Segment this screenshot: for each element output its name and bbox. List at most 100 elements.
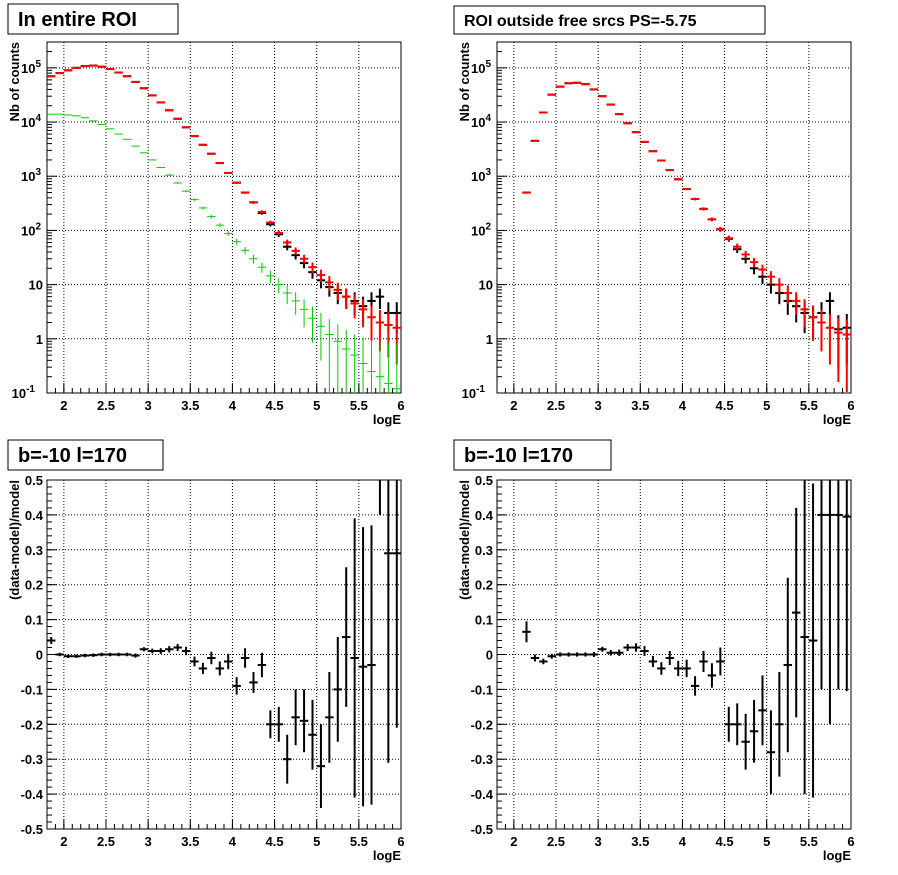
x-tick-label: 6 bbox=[397, 834, 404, 849]
y-tick-label: 0.4 bbox=[25, 508, 44, 523]
residual-point bbox=[249, 671, 258, 693]
series-component-point bbox=[392, 343, 401, 393]
series-model-point bbox=[842, 319, 851, 392]
series-model-point bbox=[783, 285, 792, 305]
series-model-point bbox=[522, 191, 531, 194]
residual-point bbox=[350, 518, 359, 798]
series-data-point bbox=[825, 292, 835, 315]
title-text: b=-10 l=170 bbox=[464, 445, 573, 467]
x-tick-label: 6 bbox=[847, 398, 854, 413]
series-model-point bbox=[249, 201, 258, 204]
residual-point bbox=[682, 659, 691, 678]
x-tick-label: 5.5 bbox=[350, 834, 368, 849]
series-model-point bbox=[808, 305, 818, 341]
y-tick-label: -0.3 bbox=[21, 752, 43, 767]
x-tick-label: 2.5 bbox=[97, 398, 115, 413]
series-component-point bbox=[358, 337, 368, 393]
y-tick-label: -0.1 bbox=[471, 682, 493, 697]
panel-title: In entire ROI bbox=[7, 3, 179, 35]
series-model-point bbox=[367, 305, 376, 341]
residual-point bbox=[80, 653, 90, 658]
panel-title: ROI outside free srcs PS=-5.75 bbox=[453, 5, 766, 35]
series-component-point bbox=[274, 278, 283, 294]
series-component-point bbox=[122, 138, 132, 140]
series-component-point bbox=[350, 334, 359, 393]
title-text: ROI outside free srcs PS=-5.75 bbox=[464, 13, 697, 30]
y-tick-label: -0.2 bbox=[21, 717, 43, 732]
y-tick-label: 103 bbox=[21, 167, 41, 184]
y-tick-label: -0.1 bbox=[21, 682, 43, 697]
y-tick-label: 0.3 bbox=[25, 543, 43, 558]
x-tick-label: 4 bbox=[679, 398, 687, 413]
residual-point bbox=[291, 689, 300, 746]
residual-point bbox=[589, 652, 599, 657]
series-component-point bbox=[384, 342, 393, 393]
residual-point bbox=[623, 644, 632, 652]
series-component-point bbox=[114, 133, 123, 135]
series-data-point bbox=[375, 288, 385, 309]
panel-title: b=-10 l=170 bbox=[453, 439, 612, 471]
series-model-point bbox=[665, 169, 674, 172]
series-model-point bbox=[266, 220, 275, 225]
y-tick-label: 102 bbox=[21, 221, 41, 238]
series-model-point bbox=[674, 178, 683, 181]
series-model-point bbox=[766, 271, 776, 285]
series-model-point bbox=[682, 188, 691, 191]
x-tick-label: 4.5 bbox=[266, 398, 284, 413]
residual-point bbox=[817, 480, 826, 690]
x-tick-label: 4 bbox=[229, 834, 237, 849]
residual-point bbox=[716, 647, 725, 676]
x-tick-label: 2.5 bbox=[547, 834, 565, 849]
series-component-point bbox=[173, 182, 182, 184]
series-component-point bbox=[283, 285, 292, 305]
series-model-point bbox=[224, 171, 233, 174]
residual-point bbox=[792, 507, 801, 718]
series-model-point bbox=[240, 191, 250, 194]
series-component-point bbox=[165, 174, 174, 176]
residual-point bbox=[808, 483, 818, 798]
x-tick-label: 5 bbox=[313, 398, 320, 413]
x-tick-label: 4.5 bbox=[716, 834, 734, 849]
residual-point bbox=[766, 710, 776, 795]
series-model-point bbox=[640, 140, 649, 143]
residual-point bbox=[842, 480, 851, 692]
title-box bbox=[453, 5, 766, 35]
x-axis-title: logE bbox=[373, 412, 401, 427]
series-model-point bbox=[800, 299, 809, 328]
chart-panel-bottom-right: 2 2.5 3 3.5 4 4.5 5 5.5 6 -0.5 -0.4 -0.3 -0.2 -0.1 0 0.… bbox=[453, 439, 855, 863]
series-component-point bbox=[224, 231, 233, 237]
series-model-point bbox=[530, 139, 540, 142]
series-model-point bbox=[283, 239, 292, 246]
x-tick-label: 3 bbox=[595, 834, 602, 849]
y-tick-label: 0.2 bbox=[475, 578, 493, 593]
residual-point bbox=[572, 652, 582, 657]
x-tick-label: 4 bbox=[679, 834, 687, 849]
residual-point bbox=[640, 646, 649, 656]
y-tick-label: 10 bbox=[479, 278, 493, 293]
series-model-point bbox=[325, 276, 334, 291]
y-tick-label: 0.1 bbox=[475, 613, 493, 628]
y-tick-label: 0.4 bbox=[475, 508, 494, 523]
series-component-point bbox=[291, 292, 300, 315]
x-tick-label: 3 bbox=[145, 398, 152, 413]
series-component-point bbox=[316, 312, 326, 361]
x-tick-label: 2.5 bbox=[547, 398, 565, 413]
series-component-point bbox=[148, 159, 157, 161]
y-tick-label: 0.3 bbox=[475, 543, 493, 558]
residual-point bbox=[190, 656, 199, 667]
residual-point bbox=[615, 649, 624, 656]
series-model-point bbox=[299, 254, 309, 264]
series-model-point bbox=[308, 262, 317, 273]
y-axis-title: Nb of counts bbox=[7, 42, 22, 121]
x-axis-title: logE bbox=[823, 412, 851, 427]
residual-point bbox=[156, 648, 165, 654]
y-axis-title: (data-model)/model bbox=[457, 480, 472, 600]
residual-point bbox=[224, 653, 233, 670]
series-component-point bbox=[249, 254, 258, 264]
x-tick-label: 5.5 bbox=[800, 834, 818, 849]
residual-point bbox=[564, 652, 573, 657]
plot-frame bbox=[46, 41, 402, 394]
data-layer bbox=[522, 480, 851, 798]
residual-point bbox=[106, 652, 115, 657]
